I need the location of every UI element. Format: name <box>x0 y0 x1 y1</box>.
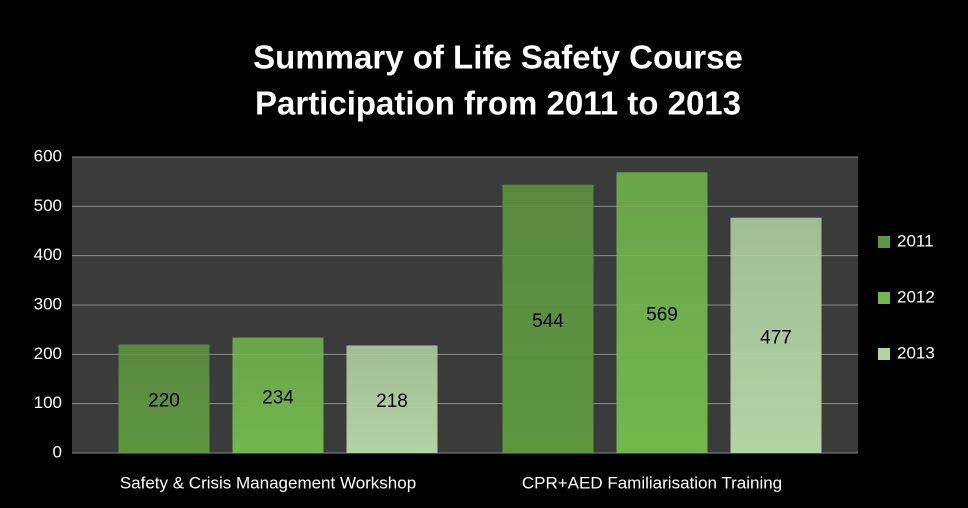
data-label: 477 <box>760 327 792 348</box>
chart-title: Summary of Life Safety Course <box>253 39 743 76</box>
legend-swatch <box>878 348 890 360</box>
legend-swatch <box>878 236 890 248</box>
chart-title: Participation from 2011 to 2013 <box>255 85 741 122</box>
bar <box>730 217 822 453</box>
bar <box>232 337 324 453</box>
bar <box>502 184 594 454</box>
data-label: 544 <box>532 311 564 332</box>
bar <box>346 345 438 453</box>
y-tick-label: 600 <box>34 146 62 165</box>
data-label: 234 <box>262 387 294 408</box>
y-tick-label: 500 <box>34 196 62 215</box>
legend-swatch <box>878 292 890 304</box>
y-tick-label: 300 <box>34 294 62 313</box>
x-tick-label: Safety & Crisis Management Workshop <box>120 473 416 492</box>
legend-label: 2012 <box>897 287 935 306</box>
data-label: 220 <box>148 391 180 412</box>
bar <box>118 344 210 453</box>
legend-label: 2013 <box>897 343 935 362</box>
y-tick-label: 0 <box>53 442 62 461</box>
bar <box>616 172 708 453</box>
y-tick-label: 200 <box>34 344 62 363</box>
x-tick-label: CPR+AED Familiarisation Training <box>522 473 782 492</box>
y-tick-label: 400 <box>34 245 62 264</box>
legend-label: 2011 <box>897 231 934 250</box>
data-label: 218 <box>376 391 408 412</box>
data-label: 569 <box>646 305 678 326</box>
y-tick-label: 100 <box>34 393 62 412</box>
